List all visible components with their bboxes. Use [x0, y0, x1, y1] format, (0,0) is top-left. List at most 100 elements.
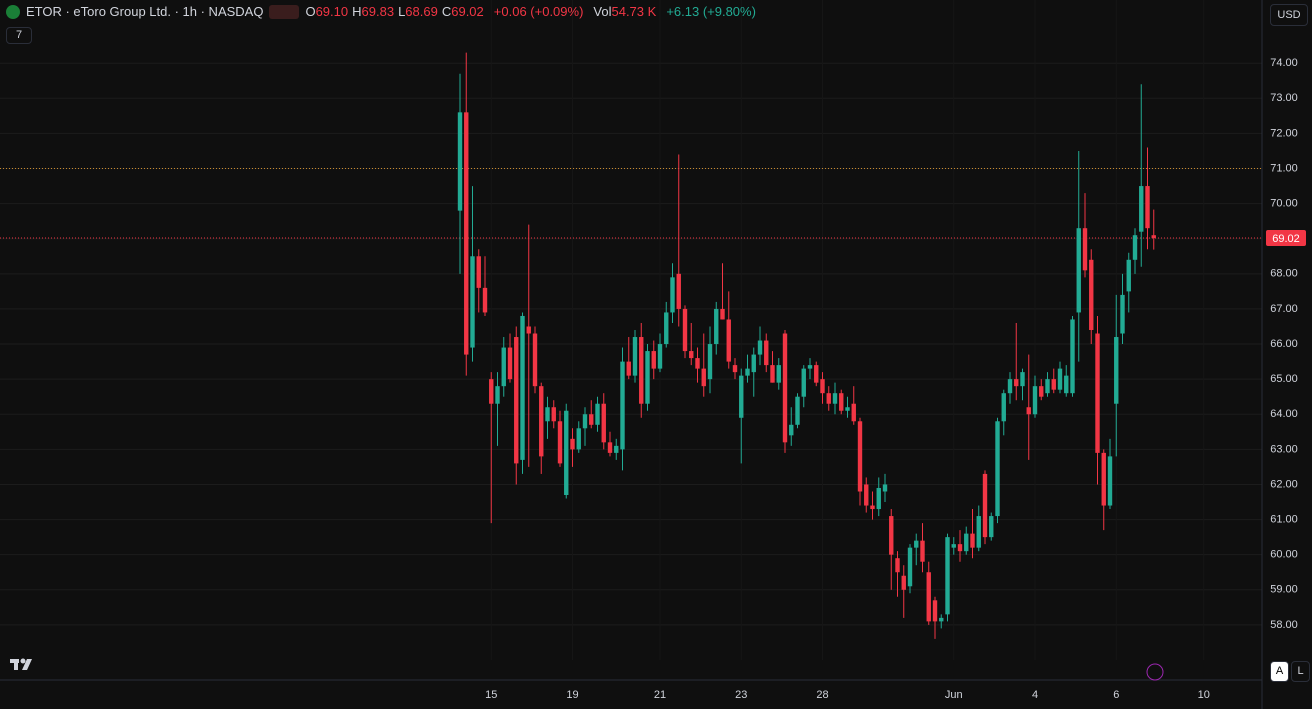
candle-body	[1095, 333, 1100, 453]
ohlc-key: L	[398, 4, 406, 19]
candle-body	[926, 572, 931, 622]
lightning-icon[interactable]	[1146, 663, 1164, 681]
currency-button[interactable]: USD	[1270, 4, 1308, 26]
candle-body	[964, 533, 969, 552]
ohlc-value: 68.69	[405, 4, 438, 19]
candle-body	[732, 365, 738, 373]
candle-body	[814, 365, 819, 383]
candle-body	[1139, 186, 1144, 232]
candle-body	[570, 438, 575, 450]
candle-body	[1101, 452, 1106, 506]
auto-label: A	[1275, 665, 1284, 677]
candle-body	[826, 393, 831, 404]
candle-body	[914, 540, 919, 548]
y-tick-label: 73.00	[1270, 92, 1298, 104]
candle-body	[695, 358, 700, 369]
vol-label: Vol	[593, 4, 612, 19]
x-tick-label: 23	[735, 689, 747, 701]
log-scale-button[interactable]: L	[1291, 661, 1310, 682]
x-tick-label: 6	[1113, 689, 1119, 701]
candle-body	[645, 351, 650, 404]
candle-body	[595, 403, 600, 425]
candle-body	[957, 544, 963, 552]
candle-body	[676, 273, 681, 309]
candle-body	[1014, 379, 1019, 387]
candle-body	[1007, 379, 1013, 394]
price-label: 69.02	[1272, 233, 1300, 245]
candle-body	[920, 540, 925, 562]
auto-scale-button[interactable]: A	[1270, 661, 1289, 682]
candle-body	[657, 344, 663, 369]
ohlc-value: 69.02	[451, 4, 484, 19]
candle-body	[1051, 379, 1056, 390]
candle-body	[1132, 235, 1138, 260]
candle-body	[607, 442, 613, 453]
y-tick-label: 66.00	[1270, 338, 1298, 350]
candle-body	[545, 407, 550, 422]
symbol-title[interactable]: ETOR · eToro Group Ltd. · 1h · NASDAQ	[26, 4, 264, 19]
candle-body	[1032, 386, 1038, 415]
x-tick-label: 15	[485, 689, 497, 701]
y-tick-label: 70.00	[1270, 198, 1298, 210]
y-tick-label: 59.00	[1270, 584, 1298, 596]
candle-body	[495, 386, 500, 404]
candle-body	[1039, 386, 1044, 397]
candle-body	[526, 326, 531, 334]
candle-body	[1120, 294, 1125, 334]
log-label: L	[1297, 665, 1304, 677]
candle-body	[582, 414, 588, 429]
candle-body	[601, 403, 606, 443]
candle-body	[1045, 379, 1050, 394]
candle-body	[1076, 228, 1081, 313]
candle-body	[782, 333, 788, 443]
candle-body	[714, 308, 719, 345]
y-tick-label: 74.00	[1270, 57, 1298, 69]
candle-body	[857, 421, 863, 492]
candle-body	[464, 112, 469, 355]
candle-body	[932, 600, 938, 622]
indicators-toggle[interactable]: 7	[6, 27, 32, 44]
candle-body	[726, 319, 731, 362]
status-badge[interactable]	[269, 4, 300, 19]
candle-body	[620, 361, 625, 450]
candle-body	[1020, 372, 1025, 387]
y-tick-label: 67.00	[1270, 303, 1298, 315]
candle-body	[995, 421, 1000, 517]
candle-body	[1126, 259, 1131, 292]
candle-body	[1070, 319, 1075, 394]
candle-body	[1082, 228, 1088, 271]
x-tick-label: Jun	[945, 689, 963, 701]
candle-body	[789, 424, 794, 436]
candle-body	[551, 407, 556, 422]
candle-body	[970, 533, 975, 548]
candle-body	[651, 351, 656, 369]
candle-body	[795, 396, 800, 425]
tv-logo	[10, 658, 32, 670]
candle-body	[507, 347, 513, 380]
candle-body	[689, 351, 694, 359]
candle-body	[1107, 456, 1113, 506]
candle-body	[776, 365, 781, 383]
candle-body	[751, 354, 756, 373]
candle-body	[895, 558, 900, 573]
candle-body	[764, 340, 769, 366]
candle-body	[632, 337, 638, 376]
candle-body	[682, 308, 688, 352]
candle-body	[1057, 368, 1063, 390]
candle-body	[707, 344, 713, 380]
candle-body	[720, 308, 725, 320]
candle-body	[639, 337, 644, 404]
candle-body	[851, 403, 856, 422]
candle-body	[489, 379, 494, 404]
candle-body	[476, 256, 481, 288]
candle-body	[832, 393, 838, 404]
candle-body	[557, 421, 563, 464]
candle-body	[539, 386, 544, 457]
candle-body	[564, 410, 569, 495]
symbol-logo	[6, 4, 20, 19]
candle-body	[982, 473, 988, 538]
y-tick-label: 64.00	[1270, 408, 1298, 420]
x-tick-label: 19	[566, 689, 578, 701]
candle-body	[626, 361, 631, 376]
